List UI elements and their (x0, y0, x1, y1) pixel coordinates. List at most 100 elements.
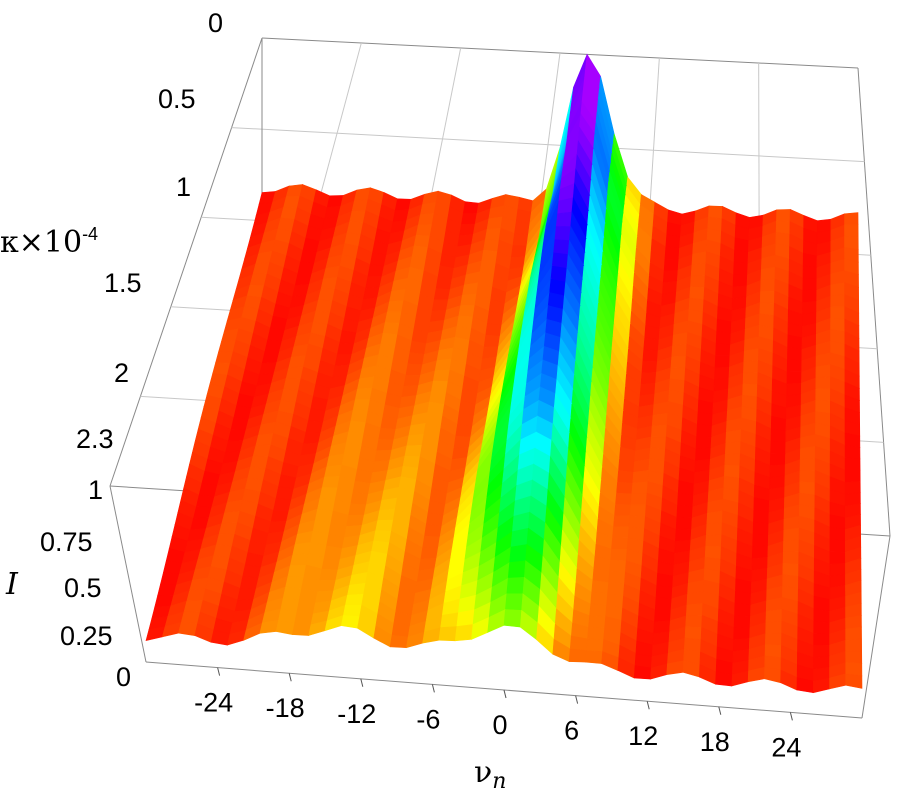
surface-patch (590, 591, 608, 606)
surface-patch (294, 611, 314, 626)
surface-patch (270, 510, 290, 523)
surface-patch (829, 551, 846, 565)
surface-patch (591, 580, 609, 595)
surface-patch (319, 568, 339, 581)
surface-patch (664, 246, 680, 260)
surface-patch (650, 436, 667, 450)
surface-patch (283, 377, 302, 391)
nu-tick-label: 0 (492, 710, 507, 740)
kappa-axis-ticks: 0 0.5 1 1.5 2 2.3 (76, 8, 223, 454)
surface-patch (431, 299, 449, 312)
surface-patch (734, 237, 750, 253)
nu-tick-mark (646, 701, 650, 710)
nu-tick-mark (360, 678, 364, 687)
surface-patch (382, 322, 400, 336)
surface-patch (178, 621, 198, 636)
surface-patch (302, 237, 320, 253)
surface-patch (285, 575, 305, 589)
surface-patch (354, 387, 373, 400)
surface-patch (387, 300, 405, 313)
surface-patch (369, 252, 387, 267)
surface-patch (198, 482, 218, 498)
surface-patch (461, 212, 478, 225)
surface-patch (320, 277, 338, 290)
surface-patch (813, 644, 830, 658)
grid-line-kappa (231, 127, 865, 163)
surface-patch (321, 475, 341, 489)
surface-patch (289, 553, 309, 566)
nu-tick-label: -6 (416, 704, 440, 734)
surface-patch (845, 650, 863, 664)
nu-tick-label: -12 (337, 699, 376, 729)
surface-patch (685, 603, 704, 617)
surface-patch (845, 673, 863, 689)
surface-patch (180, 611, 201, 625)
box-front-right-edge (861, 535, 891, 719)
nu-tick-mark (217, 667, 221, 676)
surface-patch (770, 428, 787, 443)
surface-patch (405, 363, 423, 376)
surface-patch (829, 539, 846, 553)
nu-tick-mark (575, 695, 579, 704)
surface-patch (434, 358, 452, 372)
intensity-tick-label: 0 (116, 662, 131, 692)
surface-patch (705, 522, 723, 536)
surface-patch (431, 380, 449, 394)
surface-patch (815, 376, 831, 390)
surface-patch (616, 481, 634, 495)
surface-patch (462, 282, 479, 296)
surface-patch (308, 408, 326, 423)
surface-patch (377, 508, 396, 521)
nu-tick-label: 6 (564, 716, 579, 746)
surface-patch (830, 306, 846, 320)
surface-patch (352, 399, 371, 412)
surface-patch (433, 288, 451, 301)
surface-patch (845, 638, 863, 652)
surface-patch (455, 423, 473, 438)
surface-patch (403, 374, 421, 387)
surface-patch (305, 420, 324, 433)
nu-tick-mark (718, 706, 722, 715)
surface-patch (677, 492, 694, 508)
surface-patch (802, 277, 818, 291)
surface-patch (799, 446, 816, 460)
surface-patch (743, 348, 760, 363)
surface-patch (367, 264, 385, 277)
surface-patch (617, 470, 634, 484)
surface-patch (650, 424, 668, 438)
surface-patch (484, 227, 502, 241)
surface-patch (380, 416, 399, 430)
surface-patch (424, 523, 443, 538)
surface-patch (815, 364, 831, 379)
surface-patch (618, 458, 635, 473)
surface-patch (775, 220, 791, 235)
surface-patch (292, 542, 312, 556)
surface-patch (239, 576, 259, 589)
intensity-axis-title: I (5, 567, 19, 602)
surface-patch (233, 405, 252, 420)
surface-patch (460, 293, 477, 306)
surface-patch (373, 530, 392, 543)
surface-patch (782, 539, 800, 553)
surface-patch (760, 278, 776, 292)
surface-patch (783, 527, 800, 542)
surface-patch (715, 343, 731, 357)
surface-patch (723, 464, 741, 479)
surface-patch (285, 366, 304, 379)
surface-patch (402, 455, 421, 469)
surface-patch (514, 220, 531, 236)
box-front-left-edge (109, 485, 147, 663)
surface-patch (715, 331, 732, 346)
surface-patch (799, 470, 816, 484)
surface-patch (505, 593, 524, 611)
surface-patch (509, 544, 528, 563)
surface-patch (218, 522, 238, 535)
kappa-tick-label: 0 (208, 8, 223, 38)
surface-patch (663, 258, 680, 272)
surface-patch (230, 417, 250, 431)
surface-patch (587, 626, 605, 641)
surface-patch (643, 337, 660, 351)
surface-patch (432, 369, 451, 382)
surface-patch (319, 487, 338, 500)
